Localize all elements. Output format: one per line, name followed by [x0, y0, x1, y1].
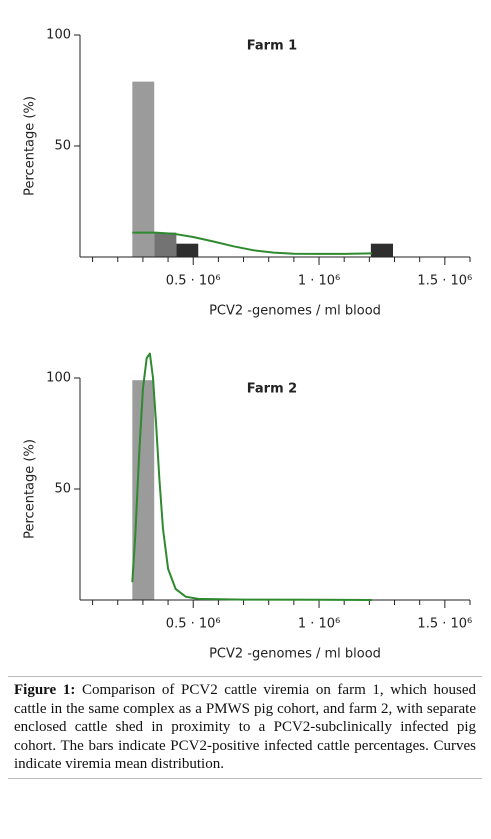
curve	[131, 352, 372, 601]
x-tick-label: 1.5 · 10⁶	[417, 617, 472, 632]
bar	[132, 380, 155, 600]
y-axis-label: Percentage (%)	[23, 96, 38, 196]
y-tick-label: 100	[46, 371, 71, 386]
bar	[132, 81, 155, 258]
x-tick-label: 1 · 10⁶	[298, 274, 340, 289]
chart-title: Farm 1	[247, 39, 297, 54]
x-tick-label: 0.5 · 10⁶	[166, 274, 221, 289]
charts: 50 100 0.5 · 10⁶ 1 · 10⁶ 1.5 · 10⁶ Farm 1 PCV2…	[23, 28, 473, 662]
caption: Figure 1: Comparison of PCV2 cattle vire…	[8, 676, 482, 779]
caption-label: Figure 1:	[14, 682, 76, 698]
bar	[154, 232, 177, 257]
y-tick-label: 100	[46, 28, 71, 43]
curve	[132, 231, 372, 255]
bar	[370, 243, 394, 257]
y-tick-label: 50	[54, 139, 71, 154]
x-axis-label: PCV2 -genomes / ml blood	[209, 304, 381, 319]
y-axis-label: Percentage (%)	[23, 439, 38, 539]
bar	[176, 243, 199, 257]
chart-title: Farm 2	[247, 382, 297, 397]
x-tick-label: 1 · 10⁶	[298, 617, 340, 632]
x-axis-label: PCV2 -genomes / ml blood	[209, 647, 381, 662]
x-tick-label: 1.5 · 10⁶	[417, 274, 472, 289]
caption-text: Comparison of PCV2 cattle viremia on far…	[14, 682, 477, 773]
x-tick-label: 0.5 · 10⁶	[166, 617, 221, 632]
y-tick-label: 50	[54, 482, 71, 497]
